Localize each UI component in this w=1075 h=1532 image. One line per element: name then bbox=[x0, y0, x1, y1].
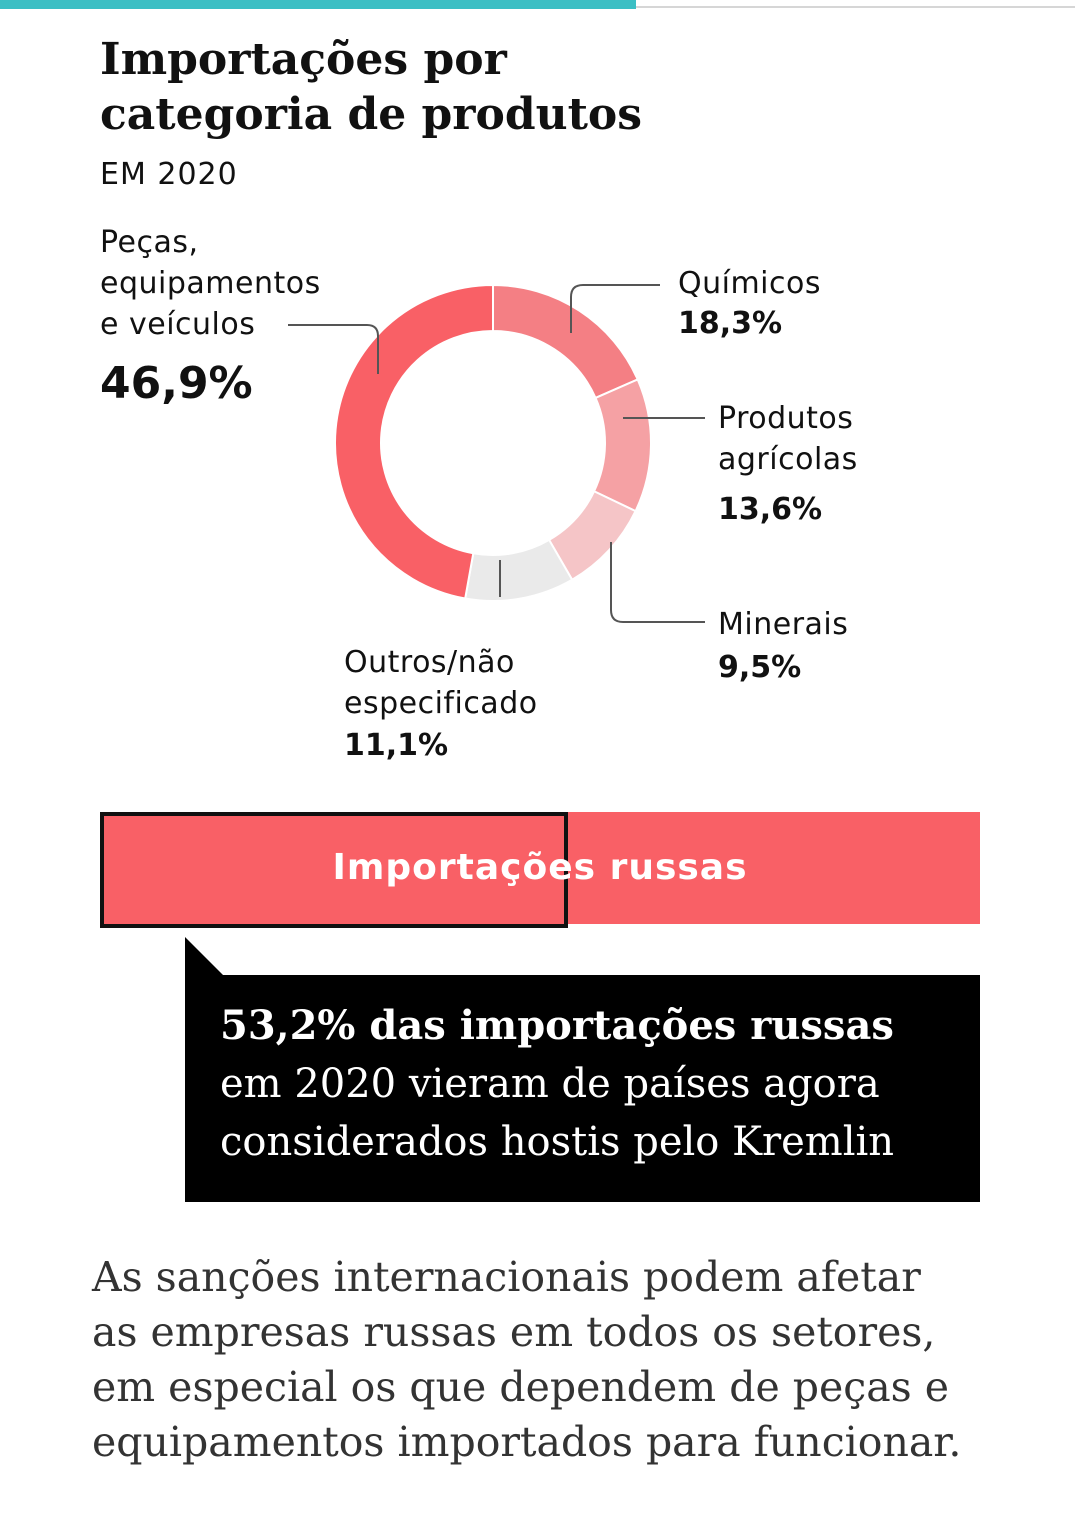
slice-label-outros: Outros/não especificado bbox=[344, 645, 538, 721]
slice-value-pecas: 46,9% bbox=[100, 358, 253, 409]
slice-value-agricolas: 13,6% bbox=[718, 492, 823, 527]
leader-line-pecas bbox=[288, 324, 379, 374]
slice-value-minerais: 9,5% bbox=[718, 650, 802, 685]
slice-label-minerais: Minerais bbox=[718, 607, 849, 642]
callout-text: 53,2% das importações russas em 2020 vie… bbox=[220, 997, 980, 1171]
slice-value-quimicos: 18,3% bbox=[678, 306, 783, 341]
leader-line-quimicos bbox=[570, 284, 660, 333]
donut-slice-agricolas bbox=[592, 378, 652, 513]
callout-bold-line: 53,2% das importações russas bbox=[220, 1002, 894, 1049]
russian-imports-bar: Importações russas bbox=[100, 812, 980, 928]
chart-subtitle: EM 2020 bbox=[100, 157, 238, 192]
donut-chart bbox=[288, 283, 705, 623]
callout-pointer bbox=[185, 937, 225, 977]
slice-label-quimicos: Químicos bbox=[678, 266, 821, 301]
slice-value-outros: 11,1% bbox=[344, 728, 449, 763]
donut-slice-pecas bbox=[334, 283, 494, 600]
russian-imports-bar-fill bbox=[100, 812, 980, 924]
slice-label-pecas: Peças, equipamentos e veículos bbox=[100, 225, 321, 342]
russian-imports-bar-label: Importações russas bbox=[332, 847, 748, 888]
callout-body: em 2020 vieram de países agora considera… bbox=[220, 1061, 895, 1165]
body-paragraph: As sanções internacionais podem afetar a… bbox=[92, 1253, 962, 1466]
chart-title: Importações por categoria de produtos bbox=[100, 34, 643, 140]
callout-box bbox=[185, 975, 980, 1202]
hostile-share-box bbox=[100, 812, 569, 928]
leader-line-minerais bbox=[610, 542, 705, 623]
reading-progress-bar bbox=[0, 0, 637, 9]
donut-slice-quimicos bbox=[492, 283, 639, 400]
slice-label-agricolas: Produtos agrícolas bbox=[718, 401, 858, 477]
